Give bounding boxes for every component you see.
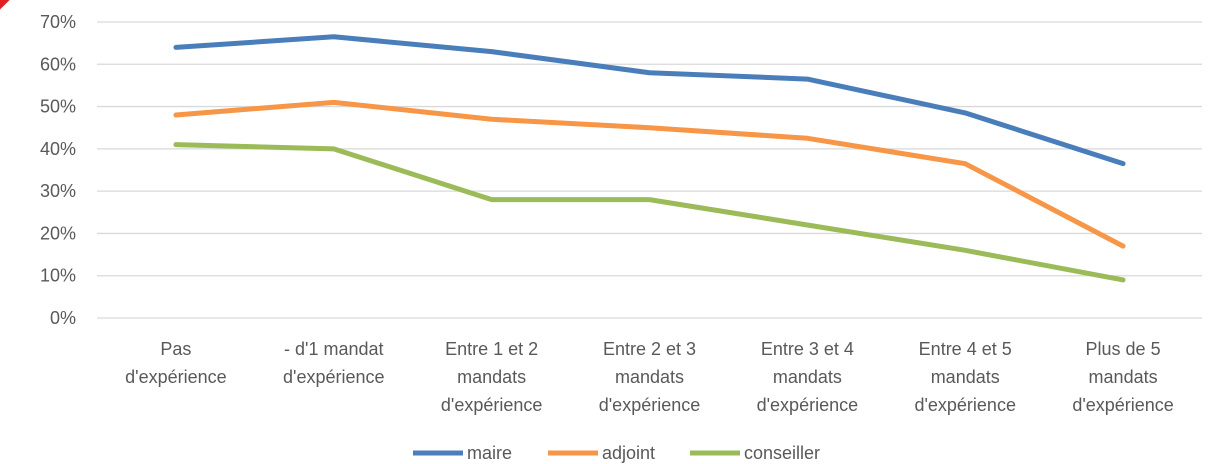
x-category-label-line: mandats	[931, 367, 1000, 387]
x-category-label-line: mandats	[1089, 367, 1158, 387]
x-category-label-line: Entre 1 et 2	[445, 339, 538, 359]
y-tick-label: 10%	[40, 266, 76, 286]
series-line-maire	[173, 34, 1126, 167]
legend-label-conseiller: conseiller	[744, 443, 820, 463]
x-category-label: Entre 1 et 2 mandats d'expérience	[441, 339, 543, 415]
y-tick-label: 50%	[40, 97, 76, 117]
x-category-label-line: Plus de 5	[1086, 339, 1161, 359]
x-category-label-line: mandats	[615, 367, 684, 387]
x-category-label: Entre 3 et 4 mandats d'expérience	[757, 339, 859, 415]
x-category-label-line: d'expérience	[1072, 395, 1174, 415]
x-category-label-line: d'expérience	[757, 395, 859, 415]
x-axis-category-labels: Pas d'expérience- d'1 mandat d'expérienceE…	[125, 339, 1174, 415]
x-category-label: Entre 4 et 5 mandats d'expérience	[914, 339, 1016, 415]
x-category-label: Entre 2 et 3 mandats d'expérience	[599, 339, 701, 415]
series-line-conseiller	[173, 142, 1126, 283]
x-category-label-line: mandats	[457, 367, 526, 387]
x-category-label-line: d'expérience	[914, 395, 1016, 415]
y-tick-label: 20%	[40, 223, 76, 243]
x-category-label-line: mandats	[773, 367, 842, 387]
legend: maire adjoint conseiller	[413, 443, 820, 463]
y-tick-label: 70%	[40, 12, 76, 32]
x-category-label-line: d'expérience	[599, 395, 701, 415]
x-category-label-line: Entre 2 et 3	[603, 339, 696, 359]
y-axis-tick-labels: 0% 10% 20% 30% 40% 50% 60% 70%	[40, 12, 76, 328]
x-category-label-line: d'expérience	[441, 395, 543, 415]
series-line-adjoint	[173, 99, 1126, 249]
legend-label-maire: maire	[467, 443, 512, 463]
x-category-label-line: Entre 3 et 4	[761, 339, 854, 359]
x-category-label: Pas d'expérience	[125, 339, 227, 387]
x-category-label-line: Entre 4 et 5	[919, 339, 1012, 359]
y-tick-label: 0%	[50, 308, 76, 328]
y-tick-label: 60%	[40, 54, 76, 74]
x-category-label-line: d'expérience	[283, 367, 385, 387]
x-category-label: - d'1 mandat d'expérience	[283, 339, 385, 387]
x-category-label-line: - d'1 mandat	[284, 339, 384, 359]
legend-label-adjoint: adjoint	[602, 443, 655, 463]
x-category-label-line: d'expérience	[125, 367, 227, 387]
y-tick-label: 30%	[40, 181, 76, 201]
series-lines	[173, 34, 1126, 283]
y-tick-label: 40%	[40, 139, 76, 159]
x-category-label: Plus de 5 mandats d'expérience	[1072, 339, 1174, 415]
x-category-label-line: Pas	[160, 339, 191, 359]
gridlines	[97, 21, 1202, 319]
